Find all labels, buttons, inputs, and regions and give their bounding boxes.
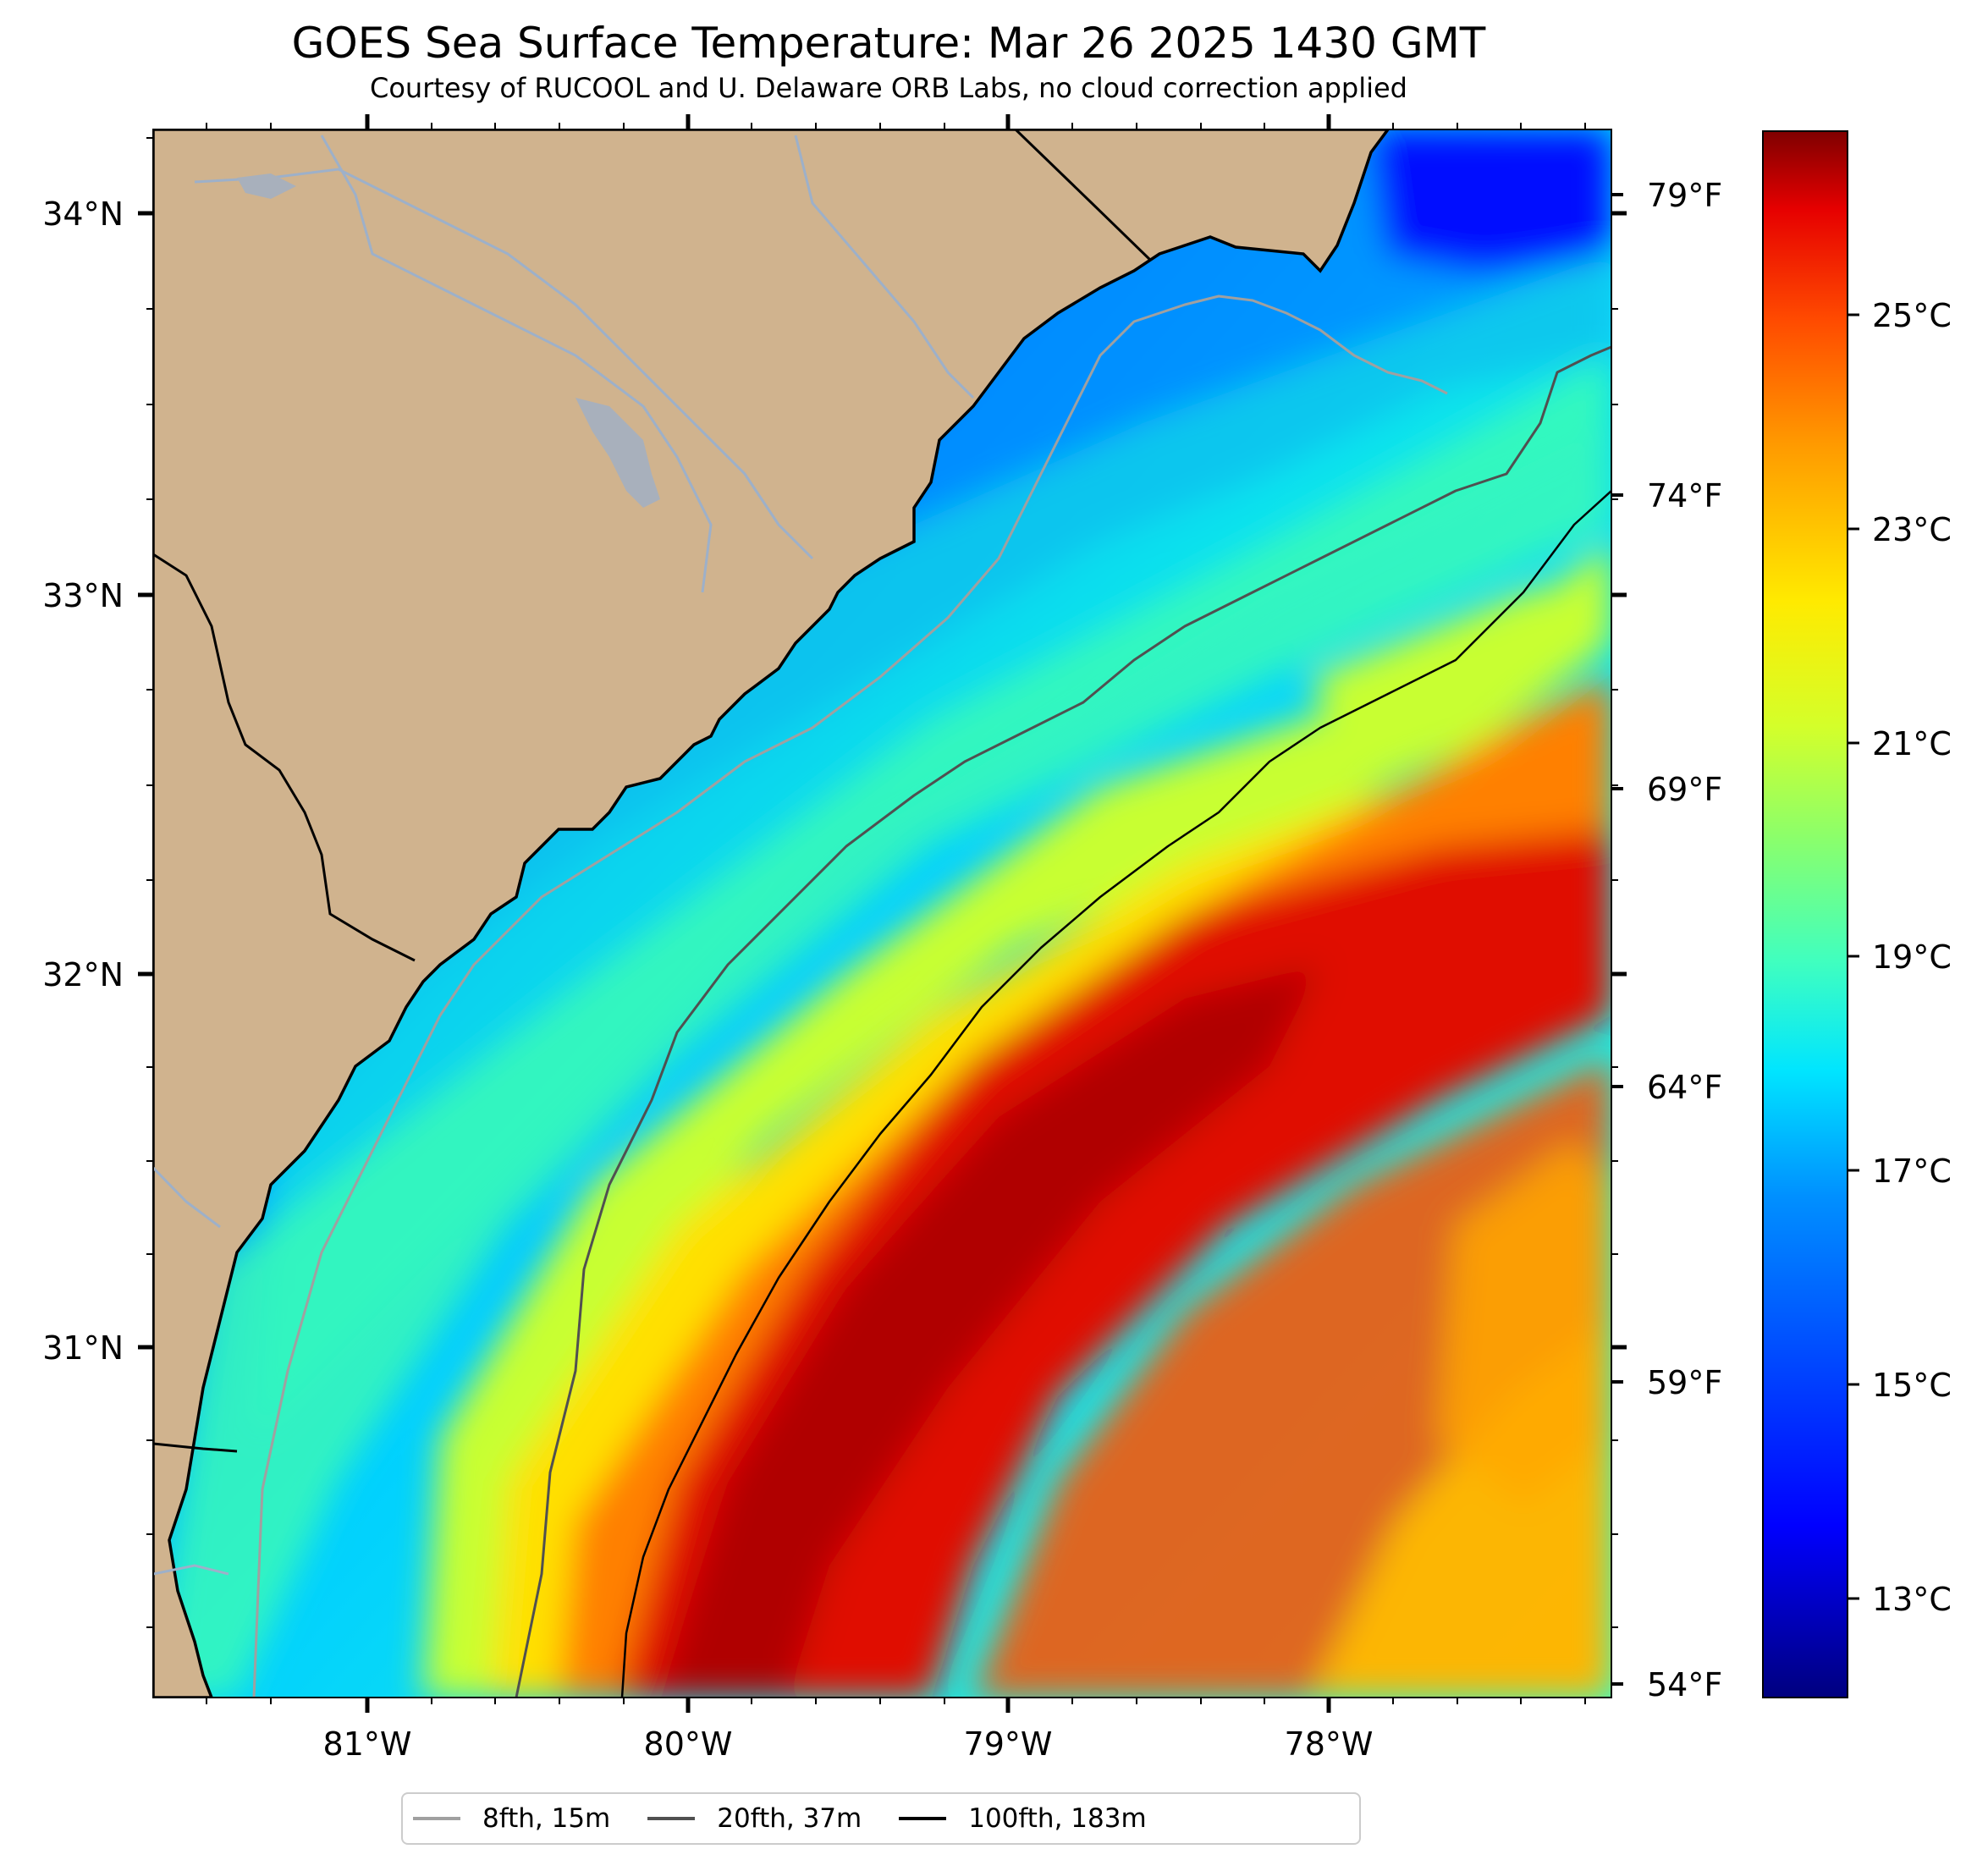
lat-label: 31°N [42, 1329, 124, 1367]
isobath-20fth [515, 345, 1611, 1698]
lake [237, 173, 296, 199]
legend-item-20fth: 20fth, 37m [647, 1803, 862, 1834]
state-borders [153, 129, 1153, 1453]
fahrenheit-label: 59°F [1647, 1364, 1722, 1401]
map-frame [152, 129, 1612, 1698]
isobath-legend: 8fth, 15m 20fth, 37m 100fth, 183m [401, 1792, 1361, 1845]
colorbar-label: 19°C [1872, 938, 1952, 976]
minor-ticks [146, 123, 1618, 1704]
colorbar-label: 15°C [1872, 1367, 1952, 1404]
sst-field [153, 129, 1611, 1698]
legend-swatch [647, 1817, 696, 1820]
isobath-100fth [620, 490, 1611, 1698]
legend-swatch [413, 1817, 460, 1820]
fahrenheit-label: 69°F [1647, 771, 1722, 808]
legend-label: 20fth, 37m [717, 1803, 862, 1834]
legend-label: 100fth, 183m [968, 1803, 1147, 1834]
lon-label: 79°W [964, 1725, 1053, 1763]
lon-label: 78°W [1285, 1725, 1374, 1763]
fahrenheit-label: 64°F [1647, 1069, 1722, 1106]
colorbar-label: 17°C [1872, 1153, 1952, 1190]
major-ticks [138, 114, 1627, 1713]
land-mass [153, 129, 1390, 1698]
rivers [153, 135, 975, 1576]
lat-label: 34°N [42, 195, 124, 233]
legend-item-100fth: 100fth, 183m [899, 1803, 1147, 1834]
colorbar-label: 21°C [1872, 725, 1952, 762]
map-subtitle: Courtesy of RUCOOL and U. Delaware ORB L… [370, 72, 1407, 104]
fahrenheit-label: 74°F [1647, 477, 1722, 515]
isobaths [252, 294, 1611, 1698]
fahrenheit-label: 54°F [1647, 1666, 1722, 1703]
lat-label: 32°N [42, 956, 124, 993]
colorbar [1762, 130, 1848, 1698]
legend-label: 8fth, 15m [482, 1803, 611, 1834]
colorbar-label: 25°C [1872, 297, 1952, 334]
colorbar-label: 23°C [1872, 511, 1952, 548]
legend-item-8fth: 8fth, 15m [413, 1803, 610, 1834]
isobath-8fth [252, 294, 1448, 1698]
lon-label: 81°W [323, 1725, 412, 1763]
lat-label: 33°N [42, 577, 124, 614]
fahrenheit-label: 79°F [1647, 177, 1722, 214]
colorbar-label: 13°C [1872, 1581, 1952, 1618]
lon-label: 80°W [644, 1725, 733, 1763]
legend-swatch [899, 1817, 947, 1820]
lake [575, 398, 660, 508]
map-title: GOES Sea Surface Temperature: Mar 26 202… [291, 19, 1486, 68]
